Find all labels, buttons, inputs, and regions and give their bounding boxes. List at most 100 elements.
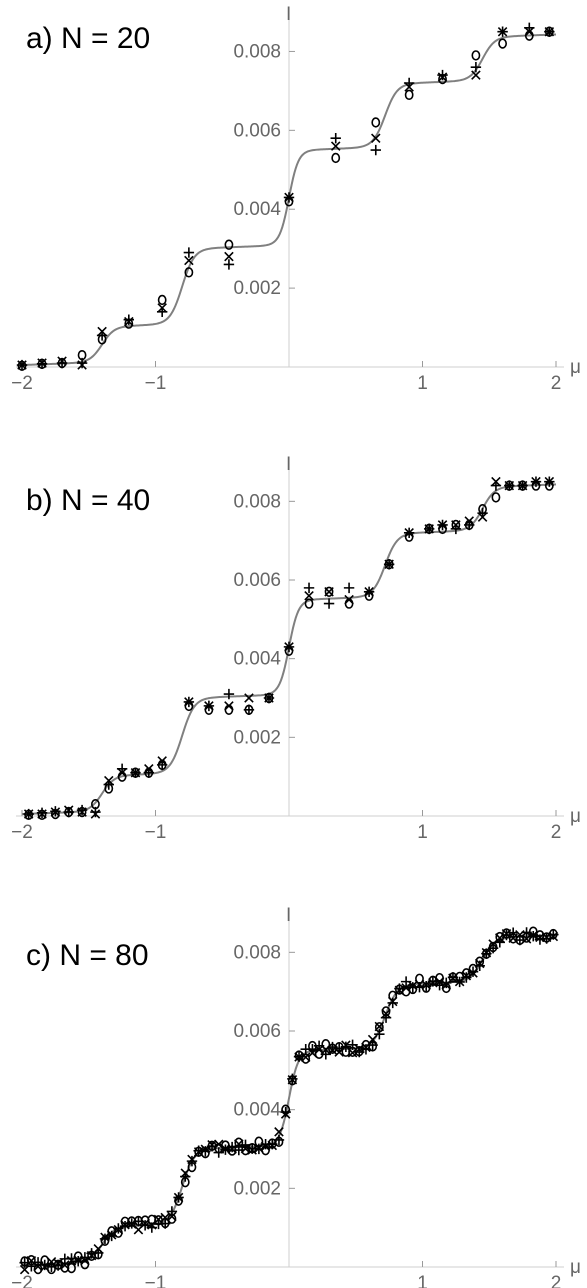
data-point-+ — [541, 933, 552, 944]
y-tick-label: 0.002 — [233, 727, 281, 748]
data-point-+ — [414, 981, 425, 993]
y-axis-label: I — [286, 454, 291, 475]
data-point-+ — [370, 144, 381, 156]
data-point-+ — [26, 1261, 37, 1272]
data-point-x — [304, 590, 314, 601]
y-tick-label: 0.006 — [233, 1021, 281, 1042]
data-point-+ — [156, 306, 168, 317]
data-point-+ — [263, 692, 275, 704]
data-point-+ — [119, 1221, 131, 1232]
data-point-+ — [501, 929, 512, 941]
data-point-o — [224, 239, 234, 250]
data-point-+ — [36, 358, 48, 370]
data-point-o — [324, 586, 334, 597]
y-tick-label: 0.008 — [233, 41, 281, 62]
data-point-o — [498, 38, 507, 49]
data-point-+ — [487, 942, 499, 954]
data-point-+ — [139, 1220, 151, 1231]
data-point-+ — [223, 688, 235, 700]
data-point-+ — [467, 966, 479, 977]
data-point-+ — [347, 1039, 358, 1050]
data-point-+ — [420, 980, 432, 992]
data-point-+ — [56, 357, 68, 369]
data-point-+ — [530, 476, 542, 487]
data-point-+ — [287, 1073, 298, 1085]
data-point-+ — [548, 929, 559, 940]
data-point-+ — [461, 972, 472, 983]
data-point-+ — [52, 1260, 64, 1271]
data-point-+ — [50, 806, 61, 817]
data-point-+ — [240, 1139, 251, 1151]
x-tick-label: −1 — [145, 822, 167, 843]
data-point-+ — [423, 523, 435, 535]
y-tick-label: 0.002 — [233, 278, 281, 299]
x-axis-label: μ — [570, 1257, 581, 1278]
data-point-+ — [113, 1223, 124, 1234]
data-point-+ — [99, 1233, 111, 1245]
data-point-+ — [327, 1041, 338, 1053]
data-point-+ — [146, 1222, 158, 1233]
data-point-+ — [160, 1218, 171, 1229]
data-point-o — [67, 1262, 76, 1274]
data-point-+ — [106, 1230, 117, 1242]
data-point-+ — [360, 1044, 372, 1055]
data-point-+ — [90, 806, 101, 818]
data-point-+ — [273, 1134, 285, 1146]
y-tick-label: 0.004 — [233, 1100, 281, 1121]
data-point-o — [331, 152, 341, 164]
y-tick-label: 0.006 — [233, 120, 281, 141]
data-point-+ — [437, 519, 448, 531]
data-point-+ — [130, 767, 141, 778]
data-point-+ — [200, 1146, 211, 1157]
data-point-+ — [293, 1051, 305, 1062]
panel-label: a) N = 20 — [26, 22, 150, 55]
data-point-+ — [497, 26, 508, 37]
data-point-+ — [481, 948, 492, 959]
data-point-+ — [494, 937, 505, 948]
data-point-+ — [521, 927, 532, 938]
panel-label: c) N = 80 — [26, 939, 149, 972]
data-point-x — [274, 1127, 284, 1137]
data-point-x — [184, 255, 194, 266]
x-tick-label: 1 — [417, 1273, 428, 1288]
x-tick-label: −2 — [11, 1273, 33, 1288]
x-tick-label: −1 — [145, 1273, 167, 1288]
data-point-+ — [233, 1144, 245, 1156]
x-tick-label: 1 — [417, 373, 428, 394]
data-point-+ — [23, 808, 34, 820]
data-point-+ — [206, 1141, 218, 1152]
data-point-+ — [253, 1143, 265, 1155]
data-point-+ — [243, 704, 255, 715]
data-point-+ — [320, 1049, 332, 1060]
data-point-+ — [123, 314, 134, 325]
data-point-+ — [330, 133, 341, 144]
data-point-+ — [434, 980, 445, 991]
data-point-+ — [374, 1028, 385, 1040]
data-point-+ — [46, 1261, 57, 1273]
data-point-+ — [427, 976, 439, 987]
data-point-+ — [504, 480, 515, 491]
y-tick-label: 0.002 — [233, 1178, 281, 1199]
data-point-+ — [63, 806, 74, 818]
data-point-+ — [76, 357, 88, 369]
data-point-+ — [79, 1252, 91, 1263]
data-point-+ — [517, 480, 528, 491]
data-point-+ — [73, 1255, 84, 1267]
data-point-+ — [528, 930, 539, 942]
data-point-+ — [333, 1043, 345, 1054]
panel-c: c) N = 80 Iμ 0.002 0.004 0.006 0.008 −2 −1 1 2 — [11, 905, 581, 1288]
data-point-+ — [394, 983, 405, 994]
data-point-x — [367, 1034, 378, 1045]
data-point-x — [471, 70, 481, 80]
data-point-+ — [183, 247, 195, 258]
data-point-+ — [166, 1206, 178, 1217]
data-point-+ — [156, 759, 168, 771]
data-point-+ — [363, 586, 375, 597]
data-point-+ — [544, 476, 555, 487]
data-point-o — [491, 492, 501, 503]
x-tick-label: −2 — [11, 822, 33, 843]
x-axis-label: μ — [570, 357, 581, 378]
data-point-+ — [183, 696, 195, 708]
data-point-+ — [303, 582, 315, 594]
data-point-+ — [447, 972, 459, 983]
